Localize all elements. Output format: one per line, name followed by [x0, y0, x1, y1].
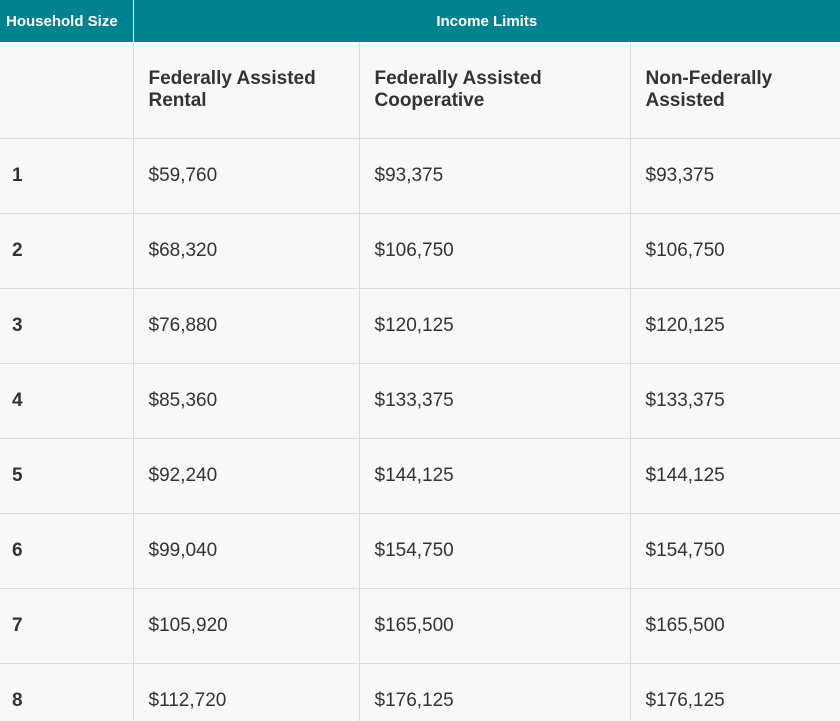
household-size-cell: 5	[0, 438, 134, 514]
household-size-header: Household Size	[0, 0, 134, 42]
table-row: 1 $59,760 $93,375 $93,375	[0, 138, 840, 214]
rental-limit-cell: $68,320	[133, 213, 360, 289]
table-row: 2 $68,320 $106,750 $106,750	[0, 213, 840, 289]
household-size-cell: 4	[0, 363, 134, 439]
non-federal-limit-cell: $106,750	[630, 213, 840, 289]
rental-limit-cell: $76,880	[133, 288, 360, 364]
column-header-non-federally-assisted: Non-Federally Assisted	[630, 42, 840, 139]
table-row: 3 $76,880 $120,125 $120,125	[0, 288, 840, 364]
non-federal-limit-cell: $133,375	[630, 363, 840, 439]
non-federal-limit-cell: $93,375	[630, 138, 840, 214]
table-header-row: Household Size Income Limits	[0, 0, 840, 42]
empty-header-cell	[0, 42, 134, 139]
column-header-row: Federally Assisted Rental Federally Assi…	[0, 42, 840, 139]
cooperative-limit-cell: $165,500	[359, 588, 631, 664]
household-size-cell: 7	[0, 588, 134, 664]
household-size-cell: 6	[0, 513, 134, 589]
table-row: 8 $112,720 $176,125 $176,125	[0, 663, 840, 721]
rental-limit-cell: $85,360	[133, 363, 360, 439]
rental-limit-cell: $59,760	[133, 138, 360, 214]
non-federal-limit-cell: $120,125	[630, 288, 840, 364]
column-header-federally-assisted-rental: Federally Assisted Rental	[133, 42, 360, 139]
rental-limit-cell: $112,720	[133, 663, 360, 721]
table-row: 4 $85,360 $133,375 $133,375	[0, 363, 840, 439]
cooperative-limit-cell: $133,375	[359, 363, 631, 439]
cooperative-limit-cell: $144,125	[359, 438, 631, 514]
non-federal-limit-cell: $176,125	[630, 663, 840, 721]
non-federal-limit-cell: $165,500	[630, 588, 840, 664]
rental-limit-cell: $99,040	[133, 513, 360, 589]
table-row: 5 $92,240 $144,125 $144,125	[0, 438, 840, 514]
cooperative-limit-cell: $176,125	[359, 663, 631, 721]
rental-limit-cell: $105,920	[133, 588, 360, 664]
income-limits-header: Income Limits	[133, 0, 840, 42]
non-federal-limit-cell: $154,750	[630, 513, 840, 589]
column-header-federally-assisted-cooperative: Federally Assisted Cooperative	[359, 42, 631, 139]
cooperative-limit-cell: $120,125	[359, 288, 631, 364]
cooperative-limit-cell: $106,750	[359, 213, 631, 289]
cooperative-limit-cell: $154,750	[359, 513, 631, 589]
table-row: 7 $105,920 $165,500 $165,500	[0, 588, 840, 664]
rental-limit-cell: $92,240	[133, 438, 360, 514]
household-size-cell: 3	[0, 288, 134, 364]
non-federal-limit-cell: $144,125	[630, 438, 840, 514]
cooperative-limit-cell: $93,375	[359, 138, 631, 214]
table-row: 6 $99,040 $154,750 $154,750	[0, 513, 840, 589]
household-size-cell: 1	[0, 138, 134, 214]
household-size-cell: 2	[0, 213, 134, 289]
household-size-cell: 8	[0, 663, 134, 721]
